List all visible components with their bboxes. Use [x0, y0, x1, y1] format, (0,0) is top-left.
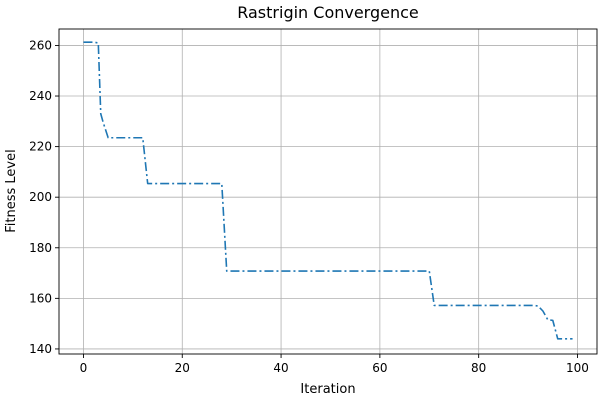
y-tick-label: 260	[29, 38, 52, 52]
plot-frame	[58, 28, 598, 355]
y-axis-label: Fitness Level	[4, 149, 19, 232]
y-tick-label: 200	[29, 190, 52, 204]
x-tick-label: 60	[372, 361, 387, 375]
grid-lines	[59, 29, 597, 354]
chart-title: Rastrigin Convergence	[237, 3, 419, 22]
x-tick-label: 80	[471, 361, 486, 375]
x-tick-label: 40	[273, 361, 288, 375]
y-tick-label: 240	[29, 89, 52, 103]
y-tick-label: 160	[29, 291, 52, 305]
series-layer	[83, 41, 573, 340]
y-tick-label: 140	[29, 342, 52, 356]
x-tick-label: 100	[566, 361, 589, 375]
x-tick-label: 0	[80, 361, 88, 375]
x-axis-label: Iteration	[300, 382, 355, 397]
y-tick-label: 180	[29, 241, 52, 255]
x-tick-label: 20	[175, 361, 190, 375]
series-line	[83, 41, 573, 340]
y-tick-label: 220	[29, 140, 52, 154]
axes: 0 20 40 60 80 100 140 160 180 200 220 240 260	[29, 28, 598, 375]
